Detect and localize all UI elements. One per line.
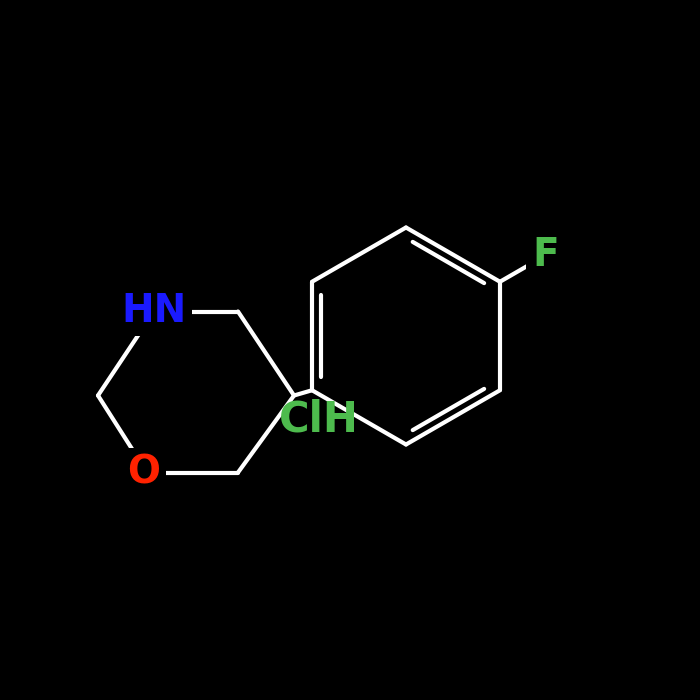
Text: HN: HN <box>121 293 187 330</box>
Text: F: F <box>532 237 559 274</box>
Text: O: O <box>127 454 160 491</box>
Text: ClH: ClH <box>279 399 358 441</box>
